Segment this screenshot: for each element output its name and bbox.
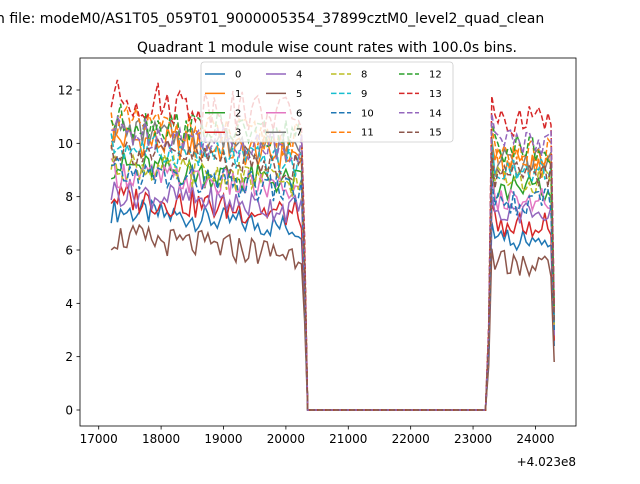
x-tick-label: 20000: [267, 432, 305, 446]
legend-label-4: 4: [296, 70, 302, 81]
series-line-7: [111, 118, 555, 411]
legend-label-10: 10: [361, 108, 374, 119]
series-line-5: [110, 223, 555, 411]
series-line-4: [110, 178, 555, 411]
y-tick-label: 4: [65, 297, 73, 311]
series-line-0: [110, 198, 555, 411]
legend-label-13: 13: [429, 89, 442, 100]
y-tick-label: 2: [65, 350, 73, 364]
legend-label-14: 14: [429, 108, 442, 119]
legend-box: [200, 61, 454, 143]
legend-label-6: 6: [296, 108, 302, 119]
x-offset-label: +4.023e8: [517, 455, 576, 469]
x-tick-label: 18000: [142, 432, 180, 446]
y-tick-label: 6: [65, 244, 73, 258]
x-tick-label: 24000: [516, 432, 554, 446]
y-tick-label: 8: [65, 190, 73, 204]
legend-label-12: 12: [429, 70, 442, 81]
legend-label-5: 5: [296, 89, 302, 100]
chart-title: Quadrant 1 module wise count rates with …: [137, 40, 517, 56]
series-line-3: [110, 182, 555, 411]
y-tick-label: 10: [58, 137, 73, 151]
legend-label-15: 15: [429, 128, 442, 139]
legend-label-2: 2: [235, 108, 241, 119]
x-tick-label: 21000: [329, 432, 367, 446]
figure-suptitle: n file: modeM0/AS1T05_059T01_9000005354_…: [0, 11, 544, 27]
series-line-9: [110, 133, 555, 411]
legend-label-7: 7: [296, 128, 302, 139]
axes-frame: [79, 57, 577, 427]
series-line-8: [110, 150, 555, 411]
x-tick-label: 19000: [204, 432, 242, 446]
y-tick-label: 0: [65, 404, 73, 418]
legend-label-3: 3: [235, 128, 241, 139]
legend-label-1: 1: [235, 89, 241, 100]
x-tick-label: 17000: [80, 432, 118, 446]
x-tick-label: 23000: [454, 432, 492, 446]
legend-label-11: 11: [361, 128, 374, 139]
x-tick-label: 22000: [392, 432, 430, 446]
series-line-15: [110, 137, 555, 411]
legend-label-0: 0: [235, 70, 241, 81]
legend-label-9: 9: [361, 89, 367, 100]
series-line-14: [111, 113, 555, 411]
axes: 17000 18000 19000 20000 21000 22000 23000 24000…: [58, 57, 577, 469]
legend-label-8: 8: [361, 70, 367, 81]
y-tick-label: 12: [58, 84, 73, 98]
